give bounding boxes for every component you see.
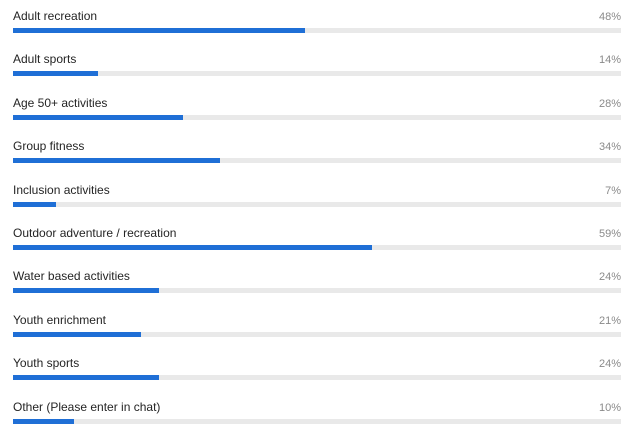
poll-bar-track <box>13 158 621 164</box>
poll-option-percent: 24% <box>598 358 621 371</box>
poll-option-row: Adult recreation 48% <box>0 0 625 44</box>
poll-option-percent: 24% <box>598 271 621 284</box>
poll-option-row: Adult sports 14% <box>0 43 625 87</box>
poll-option-label: Outdoor adventure / recreation <box>13 226 177 240</box>
poll-bar-track <box>13 201 621 207</box>
poll-option-label: Adult sports <box>13 52 77 67</box>
poll-option-label: Group fitness <box>13 139 85 154</box>
poll-option-row: Group fitness 34% <box>0 130 625 174</box>
poll-bar-track <box>13 71 621 77</box>
poll-option-label: Water based activities <box>13 269 130 284</box>
poll-bar-fill <box>13 114 184 120</box>
poll-bar-track <box>13 288 621 294</box>
poll-bar-track <box>13 418 621 424</box>
poll-bar-fill <box>13 158 220 164</box>
poll-option-percent: 28% <box>598 97 621 110</box>
poll-bar-fill <box>13 28 305 33</box>
poll-bar-fill <box>13 288 159 294</box>
poll-option-row: Age 50+ activities 28% <box>0 87 625 131</box>
poll-option-label: Youth enrichment <box>13 312 106 327</box>
poll-bar-fill <box>13 418 74 424</box>
poll-option-row: Youth enrichment 21% <box>0 304 625 348</box>
poll-bar-track <box>13 245 621 250</box>
poll-option-percent: 34% <box>598 141 621 154</box>
poll-bar-fill <box>13 71 99 77</box>
poll-bar-track <box>13 28 621 33</box>
poll-bar-track <box>13 331 621 337</box>
poll-bar-fill <box>13 245 372 250</box>
poll-bar-fill <box>13 201 56 207</box>
poll-option-label: Other (Please enter in chat) <box>13 399 161 414</box>
poll-option-percent: 21% <box>598 314 621 327</box>
poll-option-percent: 7% <box>605 184 621 197</box>
poll-option-percent: 48% <box>598 11 621 23</box>
poll-option-row: Water based activities 24% <box>0 260 625 304</box>
poll-option-row: Youth sports 24% <box>0 347 625 391</box>
poll-option-label: Inclusion activities <box>13 182 110 197</box>
poll-bar-track <box>13 375 621 381</box>
poll-option-row: Inclusion activities 7% <box>0 174 625 218</box>
poll-bar-fill <box>13 331 141 337</box>
poll-option-row: Other (Please enter in chat) 10% <box>0 391 625 435</box>
poll-bar-track <box>13 114 621 120</box>
poll-results: Adult recreation 48% Adult sports 14% Ag… <box>0 0 625 424</box>
poll-option-percent: 10% <box>598 401 621 414</box>
poll-option-label: Youth sports <box>13 356 80 371</box>
poll-option-label: Age 50+ activities <box>13 95 108 110</box>
poll-bar-fill <box>13 375 159 381</box>
poll-option-label: Adult recreation <box>13 9 98 23</box>
poll-option-row: Outdoor adventure / recreation 59% <box>0 217 625 261</box>
poll-option-percent: 59% <box>598 228 621 240</box>
poll-option-percent: 14% <box>598 54 621 67</box>
